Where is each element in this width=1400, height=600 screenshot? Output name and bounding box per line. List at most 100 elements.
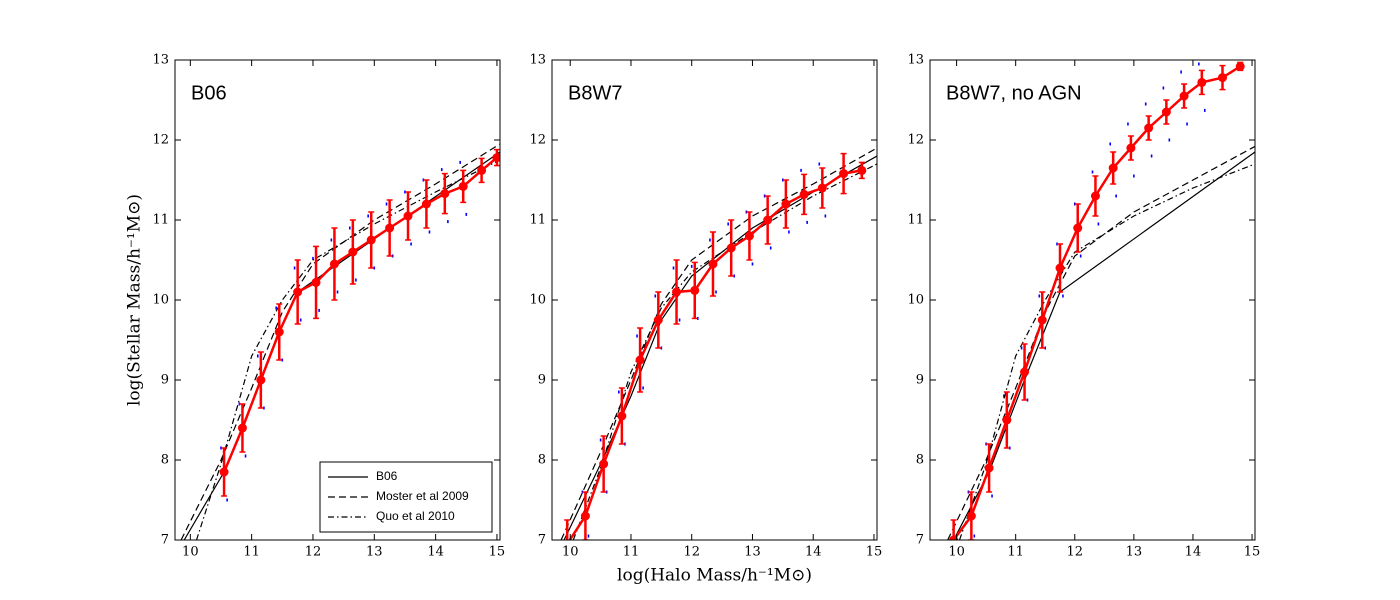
x-tick-label: 11 <box>243 545 260 560</box>
median-point <box>237 423 247 433</box>
y-tick-label: 11 <box>152 213 169 228</box>
median-point <box>857 165 867 175</box>
scatter-point <box>385 202 388 206</box>
y-tick-label: 7 <box>161 533 169 548</box>
scatter-point <box>355 278 357 282</box>
axes-frame <box>929 59 1256 541</box>
scatter-point <box>745 210 748 214</box>
scatter-point <box>410 242 412 246</box>
scatter-point <box>422 178 425 182</box>
scatter-point <box>1109 142 1112 146</box>
y-tick-label: 7 <box>916 533 924 548</box>
scatter-point <box>672 266 675 270</box>
x-tick-label: 11 <box>623 545 640 560</box>
median-point <box>219 467 229 477</box>
scatter-point <box>581 490 584 494</box>
median-point <box>635 355 645 365</box>
median-point <box>799 189 809 199</box>
median-point <box>1002 415 1012 425</box>
y-tick-label: 8 <box>538 453 546 468</box>
y-tick-label: 12 <box>529 133 546 148</box>
scatter-point <box>727 222 729 226</box>
scatter-point <box>293 266 296 270</box>
scatter-point <box>1162 86 1165 90</box>
scatter-point <box>238 402 241 406</box>
scatter-point <box>709 238 711 242</box>
median-point <box>672 287 682 297</box>
y-tick-label: 11 <box>907 213 924 228</box>
x-tick-label: 10 <box>562 545 579 560</box>
legend-label: Moster et al 2009 <box>376 489 469 503</box>
scatter-point <box>806 220 808 224</box>
scatter-point <box>244 454 247 458</box>
scatter-point <box>263 406 265 410</box>
scatter-point <box>373 266 376 270</box>
scatter-point <box>312 256 314 260</box>
median-point <box>1218 73 1227 83</box>
scatter-point <box>973 534 976 538</box>
y-tick-label: 8 <box>161 453 169 468</box>
median-point <box>1161 107 1171 117</box>
x-tick-label: 14 <box>1185 545 1202 560</box>
median-point <box>477 165 487 175</box>
scatter-point <box>733 274 736 278</box>
legend-label: Quo et al 2010 <box>376 509 455 523</box>
scatter-point <box>715 290 717 294</box>
relation-line <box>563 155 877 540</box>
scatter-point <box>1020 346 1023 350</box>
median-point <box>580 511 590 521</box>
scatter-point <box>1115 194 1117 198</box>
scatter-point <box>336 290 339 294</box>
median-point <box>458 181 468 191</box>
median-point <box>817 183 827 193</box>
scatter-point <box>348 226 351 230</box>
relation-line <box>572 163 877 540</box>
median-point <box>421 199 431 209</box>
median-point <box>1126 143 1136 153</box>
scatter-point <box>465 212 468 216</box>
median-point <box>781 199 791 209</box>
scatter-point <box>459 160 461 164</box>
y-tick-label: 11 <box>529 213 546 228</box>
scatter-point <box>624 442 626 446</box>
y-tick-label: 10 <box>152 293 169 308</box>
scatter-point <box>1168 138 1171 142</box>
median-point <box>726 243 736 253</box>
scatter-point <box>818 162 821 166</box>
median-point <box>984 463 994 473</box>
y-tick-label: 9 <box>161 373 169 388</box>
scatter-point <box>1144 102 1147 106</box>
scatter-point <box>330 238 333 242</box>
median-point <box>311 277 321 287</box>
scatter-point <box>763 194 766 198</box>
x-tick-label: 11 <box>1007 545 1024 560</box>
scatter-point <box>636 334 638 338</box>
x-tick-label: 10 <box>182 545 199 560</box>
scatter-point <box>618 390 620 394</box>
median-point <box>653 315 663 325</box>
scatter-point <box>1091 170 1094 174</box>
median-point <box>329 259 339 269</box>
median-point <box>839 169 849 179</box>
median-point <box>1020 367 1030 377</box>
y-tick-label: 9 <box>538 373 546 388</box>
y-tick-label: 13 <box>907 53 924 68</box>
median-point <box>949 535 959 540</box>
y-tick-label: 13 <box>152 53 169 68</box>
scatter-point <box>1133 174 1135 178</box>
median-point <box>1108 163 1118 173</box>
y-tick-label: 9 <box>916 373 924 388</box>
scatter-point <box>275 306 277 310</box>
scatter-point <box>605 490 608 494</box>
scatter-point <box>788 230 790 234</box>
scatter-point <box>1062 294 1064 298</box>
x-tick-label: 15 <box>1244 545 1261 560</box>
scatter-point <box>428 230 431 234</box>
scatter-point <box>447 220 449 224</box>
scatter-point <box>1038 294 1041 298</box>
plot-area <box>947 61 1255 540</box>
relation-line <box>560 147 877 540</box>
scatter-point <box>1003 394 1005 398</box>
median-point <box>1179 91 1189 101</box>
